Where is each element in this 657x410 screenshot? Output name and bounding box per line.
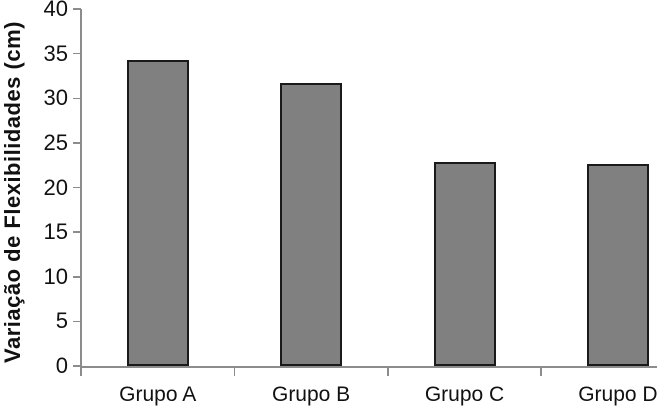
x-tick-label: Grupo A [119, 383, 197, 406]
y-tick-label: 40 [43, 0, 68, 21]
bar-grupo-d [586, 164, 649, 366]
y-tick-label: 20 [43, 174, 68, 200]
y-tick-mark [73, 231, 81, 233]
x-tick-mark [387, 367, 389, 376]
x-tick-label: Grupo C [424, 383, 505, 406]
y-tick-label: 25 [43, 129, 68, 155]
x-tick-mark [540, 367, 542, 376]
y-tick-label: 10 [43, 263, 68, 289]
y-tick-label: 30 [43, 85, 68, 111]
x-axis-line [80, 366, 657, 368]
x-tick-mark [233, 367, 236, 376]
y-tick-mark [73, 276, 81, 278]
y-axis-line [80, 9, 82, 376]
bar-grupo-c [433, 161, 496, 366]
bar-grupo-a [126, 59, 189, 366]
y-tick-mark [73, 52, 81, 55]
x-tick-label: Grupo D [578, 383, 657, 406]
y-tick-mark [73, 8, 81, 10]
y-tick-mark [73, 365, 81, 367]
y-tick-mark [73, 186, 81, 189]
bar-grupo-b [280, 83, 343, 366]
y-tick-label: 5 [55, 308, 68, 334]
y-tick-label: 35 [43, 40, 68, 66]
y-tick-label: 15 [43, 219, 68, 245]
y-tick-mark [73, 320, 81, 323]
x-tick-label: Grupo B [271, 383, 351, 406]
y-tick-label: 0 [55, 353, 68, 378]
y-tick-mark [73, 142, 81, 144]
y-tick-mark [73, 97, 81, 99]
